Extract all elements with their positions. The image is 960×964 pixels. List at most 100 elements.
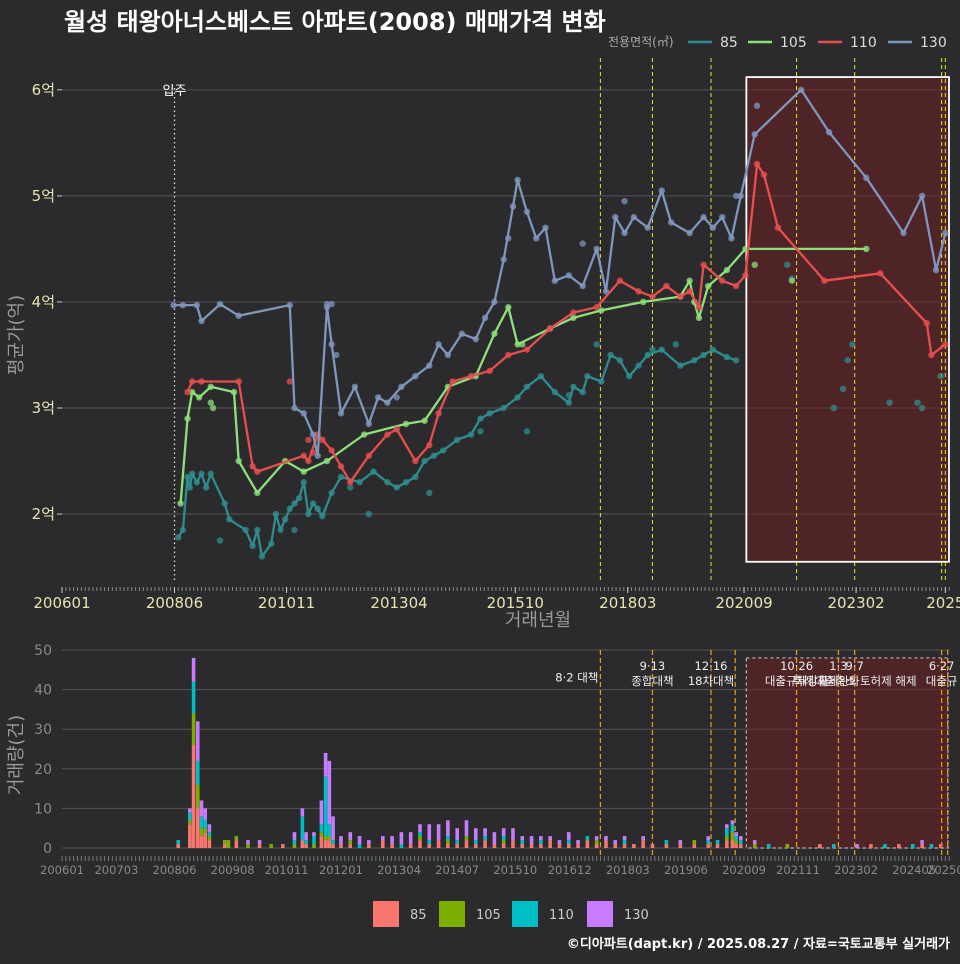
x-tick-label-bottom-3: 200908 xyxy=(211,863,255,877)
bar-53-0 xyxy=(632,844,636,848)
policy-label-4-1: 대출규제강화 xyxy=(765,674,829,688)
bar-35-0 xyxy=(464,840,469,848)
policy-label-5-1: 규제완화 xyxy=(817,674,860,688)
bar-75-0 xyxy=(920,844,924,848)
x-tick-label-top-4: 201510 xyxy=(487,594,544,612)
bar-1-0 xyxy=(188,824,192,848)
bar-33-0 xyxy=(446,844,450,848)
bar-31-3 xyxy=(427,824,432,841)
bar-9-1 xyxy=(234,836,239,841)
x-tick-label-bottom-6: 201304 xyxy=(377,863,421,877)
bar-30-2 xyxy=(418,832,422,837)
marker-85-12 xyxy=(784,261,791,269)
bar-32-3 xyxy=(436,824,441,841)
legend-top-title: 전용면적(㎡) xyxy=(608,35,674,49)
bar-31-2 xyxy=(427,840,432,845)
credit-text: ©디아파트(dapt.kr) / 2025.08.27 / 자료=국토교통부 실… xyxy=(567,936,950,952)
bar-24-2 xyxy=(357,844,362,848)
bar-20-3 xyxy=(327,760,332,825)
bar-15-2 xyxy=(300,816,305,841)
x-tick-label-bottom-15: 202405 xyxy=(892,863,936,877)
bar-14-2 xyxy=(292,840,297,845)
bar-61-0 xyxy=(725,840,729,848)
bar-75-3 xyxy=(920,840,924,845)
bar-66-2 xyxy=(766,844,771,848)
bar-48-0 xyxy=(585,840,590,848)
bar-6-3 xyxy=(207,824,212,833)
bar-37-0 xyxy=(483,840,487,848)
bar-27-0 xyxy=(390,844,394,848)
policy-label-5-0: 1·3 xyxy=(829,659,847,673)
bar-19-0 xyxy=(323,840,328,848)
bar-4-1 xyxy=(199,828,204,837)
bar-54-0 xyxy=(641,840,645,848)
bar-26-0 xyxy=(380,840,385,848)
bar-59-0 xyxy=(706,844,711,848)
bar-6-1 xyxy=(207,836,212,841)
policy-label-1-1: 종합대책 xyxy=(631,674,673,688)
x-tick-label-top-5: 201803 xyxy=(599,594,656,612)
policy-label-4-0: 10·26 xyxy=(780,659,813,673)
bar-52-0 xyxy=(622,844,627,848)
bar-63-3 xyxy=(734,832,738,837)
marker-85-4 xyxy=(426,489,433,497)
bar-17-2 xyxy=(312,836,316,845)
bar-6-2 xyxy=(207,832,212,837)
bar-37-3 xyxy=(483,828,487,837)
move-in-label: 입주 xyxy=(163,84,187,99)
bar-16-2 xyxy=(304,840,308,845)
bar-3-1 xyxy=(195,784,200,809)
bar-46-0 xyxy=(566,844,571,848)
bar-4-0 xyxy=(199,836,204,848)
bar-61-2 xyxy=(725,828,729,837)
marker-130-1 xyxy=(328,300,335,308)
bar-52-3 xyxy=(622,836,627,841)
bar-31-0 xyxy=(427,844,432,848)
marker-110-0 xyxy=(286,378,294,385)
policy-label-7-1: 대출규 xyxy=(926,674,958,688)
policy-label-6-1: 특례대출축소 토허제 해제 xyxy=(793,674,917,688)
bar-36-3 xyxy=(473,828,478,841)
bar-61-3 xyxy=(725,824,729,829)
bar-58-0 xyxy=(692,844,697,848)
bar-55-0 xyxy=(650,844,655,848)
series-line-110 xyxy=(186,162,947,484)
bar-3-3 xyxy=(195,721,200,761)
bar-38-0 xyxy=(492,844,497,848)
bar-14-1 xyxy=(292,844,297,848)
legend-swatch-110 xyxy=(512,901,538,927)
bar-2-0 xyxy=(191,745,196,848)
x-tick-label-top-1: 200806 xyxy=(146,594,203,612)
bar-2-2 xyxy=(191,681,196,714)
y-tick-label-bottom-0: 0 xyxy=(43,841,52,857)
bar-34-0 xyxy=(455,844,459,848)
bar-26-3 xyxy=(380,836,385,841)
bar-29-3 xyxy=(408,832,413,845)
bar-45-3 xyxy=(557,840,562,845)
bar-8-1 xyxy=(226,840,231,848)
bar-28-3 xyxy=(399,832,404,845)
bar-20-1 xyxy=(327,836,332,841)
bar-45-0 xyxy=(557,844,562,848)
bar-21-0 xyxy=(331,844,335,848)
x-tick-label-bottom-4: 201011 xyxy=(265,863,309,877)
bar-23-3 xyxy=(348,832,353,841)
legend-bottom-label-105: 105 xyxy=(476,908,501,923)
bar-20-0 xyxy=(327,840,332,848)
bar-39-3 xyxy=(501,828,506,837)
bar-64-3 xyxy=(738,836,743,841)
policy-label-6-0: 9·7 xyxy=(846,659,864,673)
marker-130-6 xyxy=(621,197,628,205)
legend-swatch-105 xyxy=(439,901,465,927)
marker-130-5 xyxy=(579,240,586,247)
bar-5-3 xyxy=(203,808,207,821)
bar-43-3 xyxy=(539,836,543,841)
y-tick-label-bottom-3: 30 xyxy=(34,722,52,738)
bar-24-3 xyxy=(357,836,362,845)
marker-130-7 xyxy=(753,102,761,109)
x-tick-label-bottom-16: 20250 xyxy=(927,863,960,877)
x-tick-label-bottom-0: 200601 xyxy=(40,863,84,877)
bar-77-0 xyxy=(938,844,943,848)
bar-54-3 xyxy=(641,836,645,841)
